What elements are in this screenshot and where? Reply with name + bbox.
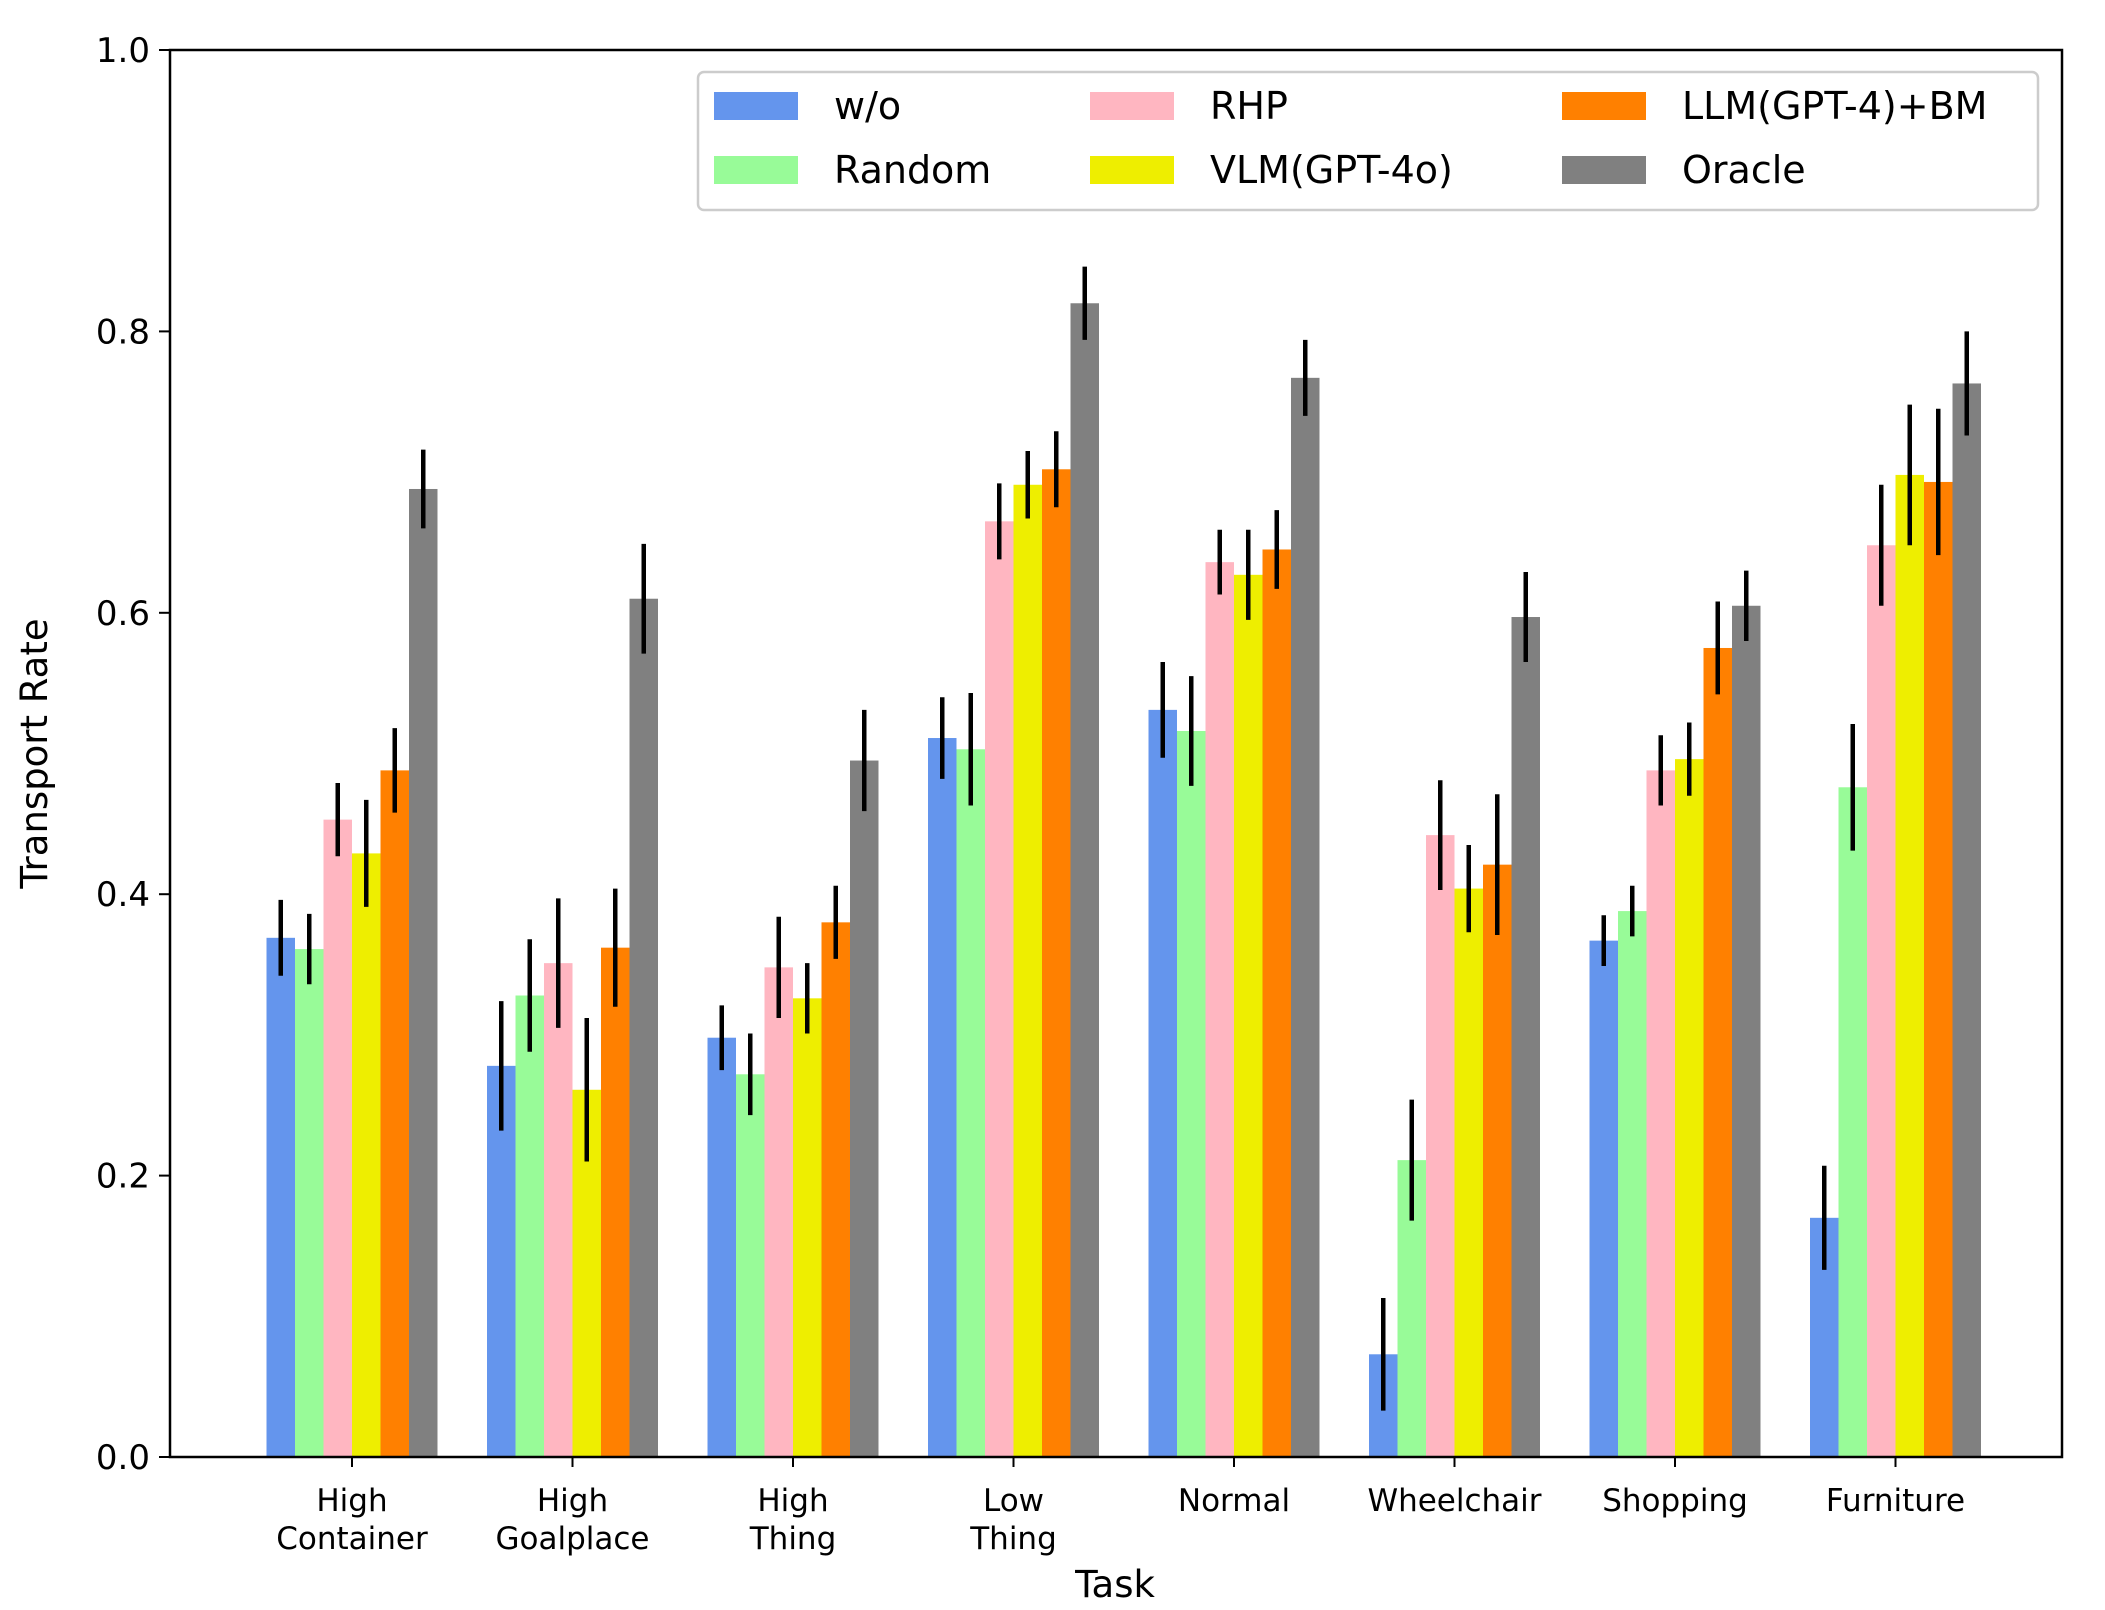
axes: HighContainerHighGoalplaceHighThingLowTh… (13, 31, 2064, 1606)
bar-w/o-2 (707, 1037, 736, 1457)
x-tick-label: Furniture (1826, 1483, 1965, 1519)
x-tick-label: Low (983, 1483, 1044, 1519)
legend-label: Random (834, 148, 991, 192)
x-tick-label: Thing (749, 1521, 837, 1557)
bar-w/o-0 (266, 937, 295, 1457)
bar-Random-1 (515, 995, 544, 1457)
legend-label: VLM(GPT-4o) (1210, 148, 1453, 192)
bar-w/o-1 (487, 1065, 516, 1457)
bar-VLM(GPT-4o)-5 (1454, 888, 1483, 1457)
legend-swatch (714, 92, 798, 120)
bar-Random-0 (295, 949, 324, 1457)
y-tick-label: 0.2 (96, 1157, 150, 1197)
x-axis-title: Task (1074, 1563, 1155, 1606)
bar-LLM(GPT-4)+BM-1 (601, 947, 630, 1457)
bar-Random-2 (736, 1074, 765, 1457)
bar-Oracle-5 (1511, 617, 1540, 1457)
bar-w/o-3 (928, 738, 957, 1457)
legend-swatch (1090, 92, 1174, 120)
x-tick-label: Container (276, 1521, 428, 1557)
bar-RHP-3 (985, 521, 1014, 1457)
bar-Oracle-1 (629, 598, 658, 1457)
y-tick-label: 0.4 (96, 875, 150, 915)
bar-LLM(GPT-4)+BM-5 (1483, 864, 1512, 1457)
bar-Oracle-0 (409, 488, 438, 1457)
x-tick-label: High (316, 1483, 387, 1519)
bar-VLM(GPT-4o)-3 (1013, 484, 1042, 1457)
bar-RHP-0 (323, 819, 352, 1457)
bar-Random-4 (1177, 730, 1206, 1457)
bar-w/o-4 (1148, 709, 1177, 1457)
x-tick-label: Thing (969, 1521, 1057, 1557)
bar-Random-7 (1838, 787, 1867, 1457)
plot-frame (168, 48, 2064, 1459)
x-tick-label: Wheelchair (1367, 1483, 1541, 1519)
legend-label: Oracle (1682, 148, 1806, 192)
y-tick-label: 0.0 (96, 1438, 150, 1478)
bar-Oracle-4 (1291, 377, 1320, 1457)
bar-w/o-6 (1589, 940, 1618, 1457)
bar-RHP-5 (1426, 835, 1455, 1457)
bar-LLM(GPT-4)+BM-0 (380, 770, 409, 1457)
bar-LLM(GPT-4)+BM-4 (1262, 549, 1291, 1457)
bar-LLM(GPT-4)+BM-7 (1924, 481, 1953, 1458)
legend-label: LLM(GPT-4)+BM (1682, 84, 1987, 128)
bar-Oracle-6 (1732, 605, 1761, 1457)
bar-VLM(GPT-4o)-4 (1234, 574, 1263, 1457)
bar-Random-3 (956, 749, 985, 1457)
y-tick-label: 1.0 (96, 31, 150, 71)
legend-label: w/o (834, 84, 901, 128)
bar-LLM(GPT-4)+BM-3 (1042, 469, 1071, 1457)
y-tick-label: 0.6 (96, 594, 150, 634)
legend: w/o Random RHP VLM(GPT-4o) LLM(GPT-4)+BM Orac… (696, 70, 2040, 212)
error-bars-layer (278, 266, 1969, 1411)
bar-RHP-4 (1205, 562, 1234, 1457)
bars-layer (266, 303, 1981, 1458)
legend-swatch (714, 156, 798, 184)
y-tick-label: 0.8 (96, 312, 150, 352)
bar-VLM(GPT-4o)-6 (1675, 759, 1704, 1457)
bar-RHP-7 (1867, 545, 1896, 1457)
bar-RHP-6 (1646, 770, 1675, 1457)
legend-label: RHP (1210, 84, 1288, 128)
legend-swatch (1562, 156, 1646, 184)
x-tick-label: Normal (1178, 1483, 1290, 1519)
legend-swatch (1562, 92, 1646, 120)
bar-RHP-1 (544, 963, 573, 1457)
bar-Oracle-3 (1070, 303, 1099, 1457)
bar-Random-6 (1618, 911, 1647, 1457)
bar-RHP-2 (764, 967, 793, 1457)
x-tick-label: Goalplace (495, 1521, 649, 1557)
bar-VLM(GPT-4o)-0 (352, 853, 381, 1457)
bar-Oracle-7 (1952, 383, 1981, 1458)
x-tick-label: Shopping (1602, 1483, 1748, 1519)
bar-VLM(GPT-4o)-2 (793, 998, 822, 1457)
bar-Oracle-2 (850, 760, 879, 1457)
legend-swatch (1090, 156, 1174, 184)
bar-LLM(GPT-4)+BM-6 (1703, 647, 1732, 1457)
x-tick-label: High (757, 1483, 828, 1519)
bar-LLM(GPT-4)+BM-2 (821, 922, 850, 1457)
bar-VLM(GPT-4o)-7 (1895, 474, 1924, 1457)
legend-box (696, 70, 2040, 212)
x-tick-label: High (537, 1483, 608, 1519)
y-axis-title: Transport Rate (13, 618, 56, 889)
